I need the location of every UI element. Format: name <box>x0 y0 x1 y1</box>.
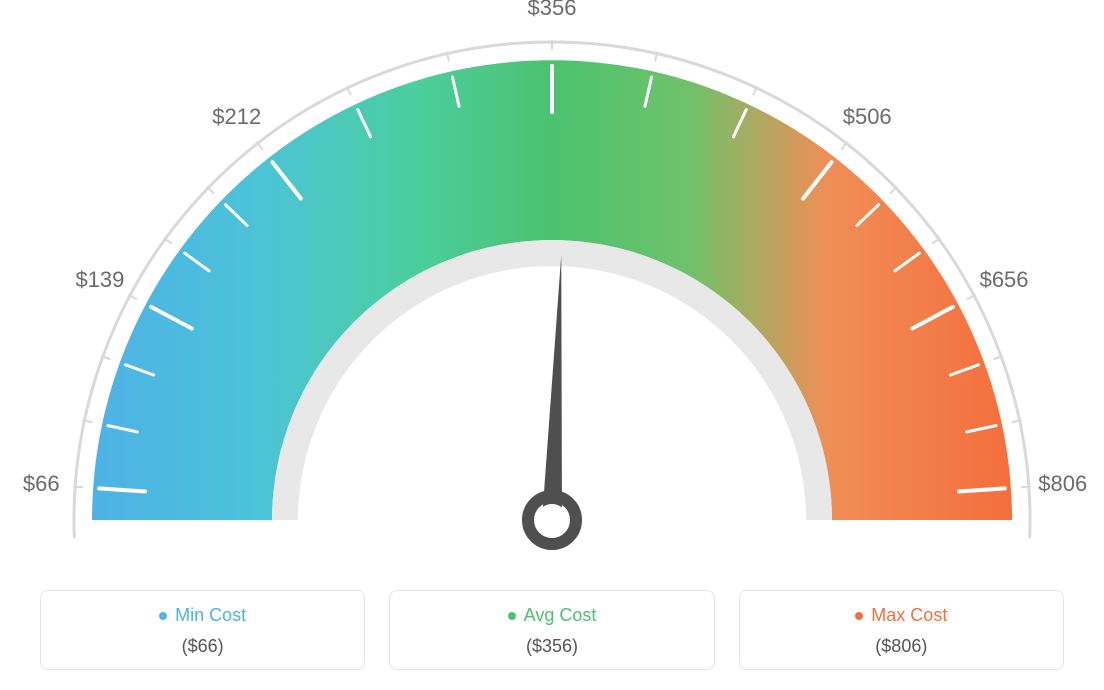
gauge-tick-label: $66 <box>23 471 60 497</box>
gauge-tick-label: $656 <box>980 267 1029 293</box>
legend-card-avg: Avg Cost ($356) <box>389 590 714 670</box>
legend-title-avg: Avg Cost <box>508 605 597 626</box>
gauge-tick-label: $212 <box>212 104 261 130</box>
legend-dot-avg <box>508 612 516 620</box>
gauge-tick-label: $139 <box>75 267 124 293</box>
legend-value-avg-text: ($356) <box>400 636 703 657</box>
legend-card-min: Min Cost ($66) <box>40 590 365 670</box>
legend-value-min-text: ($66) <box>51 636 354 657</box>
legend-dot-min <box>159 612 167 620</box>
legend-card-max: Max Cost ($806) <box>739 590 1064 670</box>
gauge-chart: $66 $139 $212 $356 $506 $656 $806 <box>0 0 1104 570</box>
legend-label-min: Min Cost <box>175 605 246 626</box>
legend-dot-max <box>855 612 863 620</box>
legend-title-max: Max Cost <box>855 605 947 626</box>
legend-row: Min Cost ($66) Avg Cost ($356) Max Cost … <box>40 590 1064 670</box>
gauge-tick-label: $806 <box>1038 471 1087 497</box>
legend-value-max-text: ($806) <box>750 636 1053 657</box>
legend-label-max: Max Cost <box>871 605 947 626</box>
gauge-svg <box>0 0 1104 570</box>
gauge-tick-label: $506 <box>843 104 892 130</box>
gauge-tick-label: $356 <box>528 0 577 21</box>
legend-title-min: Min Cost <box>159 605 246 626</box>
legend-label-avg: Avg Cost <box>524 605 597 626</box>
